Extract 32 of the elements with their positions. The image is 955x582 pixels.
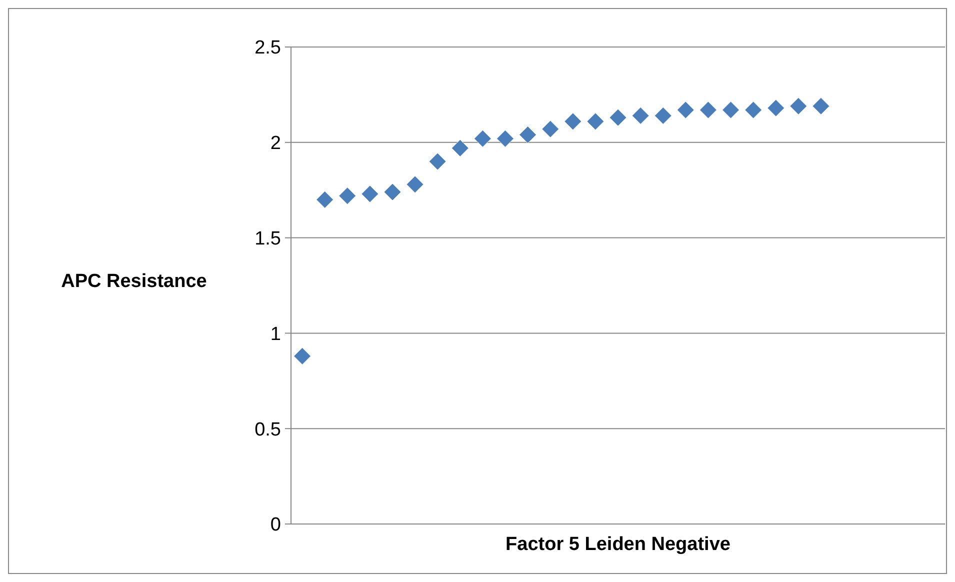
point (767, 99, 785, 117)
point (451, 139, 469, 157)
point (564, 112, 582, 130)
point (812, 97, 830, 115)
point (428, 152, 446, 170)
y-tick-label: 0 (270, 514, 281, 536)
point (676, 101, 694, 119)
point (609, 108, 627, 126)
point (790, 97, 808, 115)
point (699, 101, 717, 119)
point (744, 101, 762, 119)
point (361, 185, 379, 203)
y-tick-label: 2 (270, 133, 281, 154)
point (519, 126, 537, 144)
point (384, 183, 402, 201)
point (542, 120, 560, 138)
point (474, 130, 492, 148)
point (654, 106, 672, 124)
y-tick-label: 2.5 (254, 38, 281, 59)
point (496, 130, 514, 148)
y-tick-label: 1 (270, 324, 281, 345)
y-axis-title: APC Resistance (61, 271, 207, 292)
point (586, 112, 604, 130)
point (722, 101, 740, 119)
point (632, 106, 650, 124)
y-tick-label: 0.5 (254, 419, 281, 440)
y-tick-label: 1.5 (254, 228, 281, 250)
point (316, 190, 334, 208)
x-axis-title: Factor 5 Leiden Negative (506, 534, 730, 555)
point (338, 187, 356, 205)
point (294, 347, 312, 365)
point (406, 176, 424, 194)
